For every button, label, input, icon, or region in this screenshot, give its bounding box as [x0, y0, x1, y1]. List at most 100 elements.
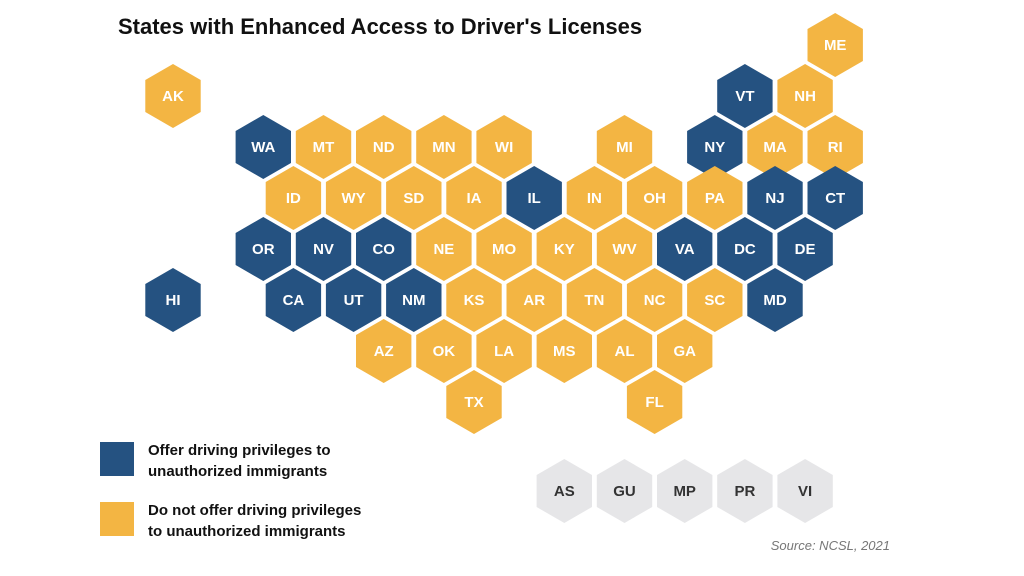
state-hex-ca-shape	[265, 268, 322, 332]
state-hex-nj-shape	[747, 166, 803, 230]
state-hex-hi-label: HI	[166, 292, 181, 309]
territory-hex-layer: AS GU MP PR VI	[536, 459, 833, 523]
state-hex-in-shape	[566, 166, 623, 230]
territory-hex-pr-label: PR	[734, 483, 755, 500]
state-hex-wv-shape	[596, 217, 653, 281]
state-hex-me: ME	[807, 13, 863, 77]
state-hex-oh-shape	[626, 166, 683, 230]
state-hex-pa: PA	[687, 166, 743, 230]
territory-hex-as-label: AS	[554, 483, 575, 500]
state-hex-la: LA	[476, 319, 532, 383]
state-hex-dc: DC	[717, 217, 773, 281]
state-hex-nj: NJ	[747, 166, 803, 230]
state-hex-tx: TX	[446, 370, 502, 434]
state-hex-ma: MA	[747, 115, 803, 179]
state-hex-il-shape	[506, 166, 562, 230]
state-hex-az-shape	[356, 319, 412, 383]
state-hex-ut: UT	[325, 268, 382, 332]
state-hex-de: DE	[777, 217, 833, 281]
state-hex-va-shape	[657, 217, 713, 281]
state-hex-ny-label: NY	[704, 139, 725, 156]
state-hex-mo: MO	[476, 217, 532, 281]
state-hex-mn-label: MN	[432, 139, 455, 156]
state-hex-md: MD	[747, 268, 803, 332]
state-hex-ia-shape	[446, 166, 502, 230]
state-hex-sc-label: SC	[704, 292, 725, 309]
state-hex-ar-shape	[506, 268, 562, 332]
state-hex-or-label: OR	[252, 241, 275, 258]
state-hex-ne-shape	[416, 217, 472, 281]
state-hex-pa-shape	[687, 166, 743, 230]
state-hex-mo-shape	[476, 217, 532, 281]
state-hex-wy: WY	[325, 166, 382, 230]
state-hex-nm: NM	[386, 268, 442, 332]
state-hex-md-shape	[747, 268, 803, 332]
state-hex-nd-label: ND	[373, 139, 395, 156]
territory-hex-pr-shape	[717, 459, 773, 523]
state-hex-mt: MT	[295, 115, 352, 179]
state-hex-mt-label: MT	[313, 139, 335, 156]
state-hex-sc-shape	[687, 268, 743, 332]
state-hex-wa-shape	[235, 115, 291, 179]
state-hex-mn-shape	[416, 115, 472, 179]
state-hex-al: AL	[596, 319, 653, 383]
state-hex-or: OR	[235, 217, 291, 281]
state-hex-nc-label: NC	[644, 292, 666, 309]
state-hex-co-shape	[356, 217, 412, 281]
state-hex-de-label: DE	[795, 241, 816, 258]
state-hex-ia-label: IA	[467, 190, 482, 207]
state-hex-sd-shape	[386, 166, 442, 230]
state-hex-ct-label: CT	[825, 190, 845, 207]
state-hex-il-label: IL	[528, 190, 541, 207]
state-hex-ks-label: KS	[464, 292, 485, 309]
state-hex-co-label: CO	[372, 241, 395, 258]
territory-hex-mp-shape	[657, 459, 713, 523]
state-hex-ky-label: KY	[554, 241, 575, 258]
territory-hex-gu-shape	[596, 459, 653, 523]
state-hex-nv-label: NV	[313, 241, 334, 258]
map-title: States with Enhanced Access to Driver's …	[118, 14, 643, 39]
state-hex-ga-shape	[657, 319, 713, 383]
state-hex-de-shape	[777, 217, 833, 281]
territory-hex-vi-shape	[777, 459, 833, 523]
state-hex-vt-label: VT	[735, 88, 754, 105]
state-hex-wi: WI	[476, 115, 532, 179]
territory-hex-mp: MP	[657, 459, 713, 523]
state-hex-ms-shape	[536, 319, 592, 383]
legend-label-not-offer: Do not offer driving privileges to unaut…	[148, 502, 362, 540]
state-hex-sd-label: SD	[403, 190, 424, 207]
state-hex-al-shape	[596, 319, 653, 383]
state-hex-ak: AK	[145, 64, 201, 128]
state-hex-dc-label: DC	[734, 241, 756, 258]
state-hex-me-label: ME	[824, 37, 847, 54]
state-hex-mo-label: MO	[492, 241, 516, 258]
state-hex-ga-label: GA	[673, 343, 696, 360]
state-hex-il: IL	[506, 166, 562, 230]
state-hex-mt-shape	[295, 115, 352, 179]
state-hex-fl-label: FL	[645, 394, 663, 411]
state-hex-ut-label: UT	[344, 292, 364, 309]
state-hex-va: VA	[657, 217, 713, 281]
state-hex-va-label: VA	[675, 241, 695, 258]
territory-hex-as: AS	[536, 459, 592, 523]
state-hex-ky-shape	[536, 217, 592, 281]
state-hex-hi-shape	[145, 268, 201, 332]
state-hex-mi: MI	[596, 115, 653, 179]
state-hex-ks: KS	[446, 268, 502, 332]
state-hex-ct-shape	[807, 166, 863, 230]
state-hex-ny-shape	[687, 115, 743, 179]
state-hex-ar: AR	[506, 268, 562, 332]
territory-hex-mp-label: MP	[673, 483, 696, 500]
state-hex-az: AZ	[356, 319, 412, 383]
state-hex-nv-shape	[295, 217, 352, 281]
state-hex-ne: NE	[416, 217, 472, 281]
state-hex-nc-shape	[626, 268, 683, 332]
state-hex-dc-shape	[717, 217, 773, 281]
state-hex-ok-shape	[416, 319, 472, 383]
state-hex-ak-shape	[145, 64, 201, 128]
state-hex-id-shape	[265, 166, 322, 230]
state-hex-wv: WV	[596, 217, 653, 281]
territory-hex-vi-label: VI	[798, 483, 812, 500]
